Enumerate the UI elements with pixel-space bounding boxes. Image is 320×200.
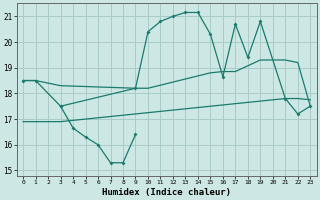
- X-axis label: Humidex (Indice chaleur): Humidex (Indice chaleur): [102, 188, 231, 197]
